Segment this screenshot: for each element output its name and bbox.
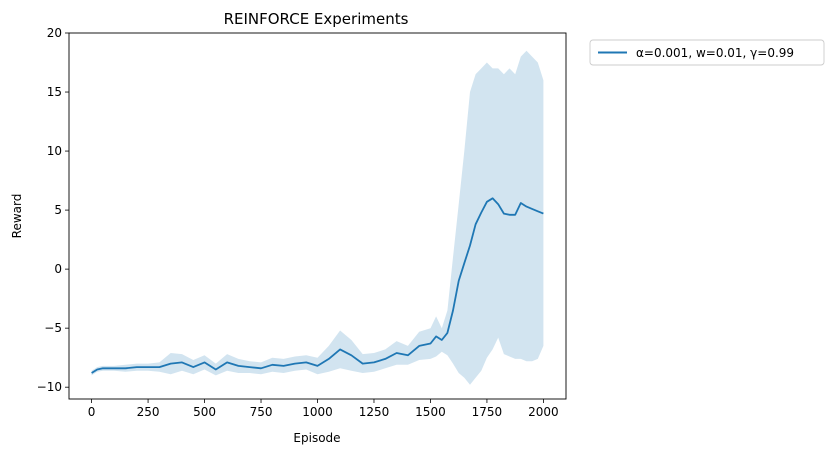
x-tick-label: 1750 [472,405,503,419]
x-tick-label: 1500 [415,405,446,419]
y-tick-label: 15 [47,85,62,99]
legend-box [589,39,825,66]
y-axis-ticks: −10 −5 0 5 10 15 20 [37,26,69,394]
y-tick-label: 5 [54,203,62,217]
x-tick-label: 250 [137,405,160,419]
y-tick-label: −5 [44,321,62,335]
y-tick-label: 0 [54,262,62,276]
x-axis-ticks: 0 250 500 750 1000 1250 1500 1750 2000 [88,399,559,419]
x-tick-label: 1250 [359,405,390,419]
legend: α=0.001, w=0.01, γ=0.99 [589,39,825,66]
x-tick-label: 500 [193,405,216,419]
y-tick-label: −10 [37,380,62,394]
x-tick-label: 750 [250,405,273,419]
x-tick-label: 2000 [528,405,559,419]
series-line [91,197,544,374]
chart-title: REINFORCE Experiments [224,10,409,28]
confidence-band-layer [91,50,544,385]
confidence-band [91,50,544,385]
legend-label: α=0.001, w=0.01, γ=0.99 [636,46,794,60]
y-axis-label: Reward [10,194,24,239]
y-tick-label: 10 [47,144,62,158]
y-tick-label: 20 [47,26,62,40]
x-tick-label: 1000 [302,405,333,419]
series-line-layer [91,197,544,374]
x-tick-label: 0 [88,405,96,419]
x-axis-label: Episode [293,431,340,445]
